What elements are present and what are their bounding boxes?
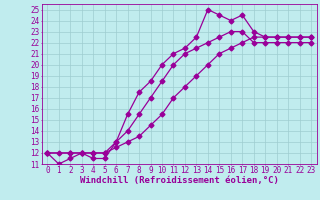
X-axis label: Windchill (Refroidissement éolien,°C): Windchill (Refroidissement éolien,°C) [80,176,279,185]
